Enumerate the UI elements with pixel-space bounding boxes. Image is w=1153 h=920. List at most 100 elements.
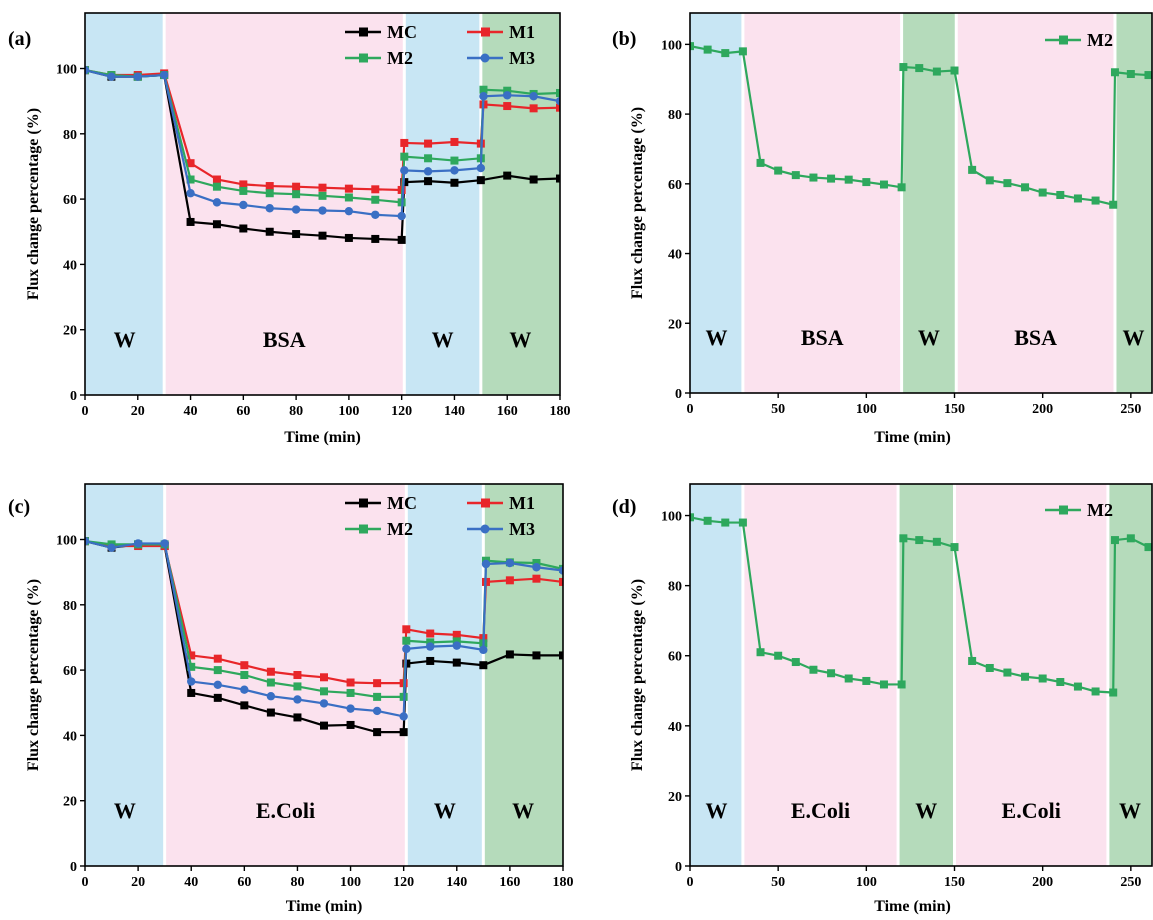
data-point-M2 — [985, 176, 994, 185]
data-point-MC — [399, 728, 408, 737]
y-tick-label: 20 — [63, 795, 77, 810]
data-point-M2 — [1144, 71, 1153, 80]
panel-label: (a) — [8, 28, 31, 50]
x-tick-label: 20 — [131, 875, 145, 890]
legend-marker-M2 — [359, 524, 368, 534]
legend-marker-MC — [359, 498, 368, 508]
region-foulant-3 — [954, 484, 1108, 866]
data-point-M2 — [532, 559, 541, 568]
x-tick-label: 20 — [131, 404, 145, 419]
legend: M2 — [1045, 500, 1113, 520]
data-point-M2 — [240, 671, 249, 679]
data-point-M2 — [915, 536, 924, 545]
data-point-M1 — [373, 679, 382, 688]
x-tick-label: 100 — [856, 402, 877, 417]
y-tick-label: 0 — [675, 860, 682, 875]
data-point-M2 — [791, 658, 800, 667]
data-point-M2 — [265, 189, 274, 198]
region-foulant-1 — [742, 13, 902, 393]
legend-label-M2: M2 — [1087, 500, 1113, 520]
series-layer — [85, 536, 563, 737]
data-point-MC — [266, 708, 275, 717]
region-water-0 — [690, 13, 743, 393]
data-point-M2 — [899, 534, 908, 543]
legend-label-M2: M2 — [1087, 30, 1113, 50]
data-point-M2 — [690, 513, 694, 522]
panel-d: W E.Coli W E.Coli W 0 50 100 150 200 250 0 20 40 60 80 1… — [612, 483, 1153, 915]
data-point-M2 — [774, 166, 783, 175]
data-point-M3 — [213, 680, 222, 689]
legend-label-M2: M2 — [387, 48, 413, 68]
data-point-M2 — [862, 676, 871, 685]
y-tick-label: 60 — [63, 664, 77, 679]
data-point-M2 — [968, 165, 977, 174]
legend-label-M3: M3 — [509, 48, 535, 68]
data-point-M3 — [481, 559, 491, 569]
panel-b: W BSA W BSA W 0 50 100 150 200 250 0 20 40 60 80 100 Time… — [612, 12, 1153, 446]
region-label: W — [1122, 325, 1144, 350]
y-tick-label: 20 — [63, 324, 77, 339]
x-tick-label: 100 — [338, 404, 359, 419]
data-point-M1 — [318, 183, 327, 192]
region-foulant-1 — [742, 484, 899, 866]
x-tick-label: 250 — [1120, 875, 1141, 890]
data-point-M3 — [85, 65, 90, 75]
data-point-M2 — [899, 63, 908, 72]
data-point-M3 — [397, 211, 406, 221]
x-tick-label: 60 — [237, 875, 251, 890]
data-point-M3 — [266, 692, 276, 701]
x-tick-label: 60 — [236, 404, 250, 419]
data-point-M2 — [809, 665, 818, 674]
data-point-M2 — [292, 190, 301, 199]
data-point-M1 — [559, 577, 563, 586]
legend: MC M1 M2 M3 — [345, 493, 535, 539]
data-point-M2 — [1021, 672, 1030, 681]
legend-marker-M2 — [359, 53, 368, 63]
data-point-M1 — [346, 678, 355, 687]
data-point-M3 — [265, 204, 274, 213]
panel-a: W BSA W W 0 20 40 60 80 100 120 140 160 180 0 20 40 60 80 1… — [8, 12, 571, 446]
data-point-M3 — [402, 644, 411, 654]
data-point-M2 — [1003, 668, 1012, 677]
region-label: W — [705, 325, 727, 350]
data-point-M3 — [160, 539, 169, 548]
data-point-M2 — [738, 47, 747, 56]
y-tick-label: 40 — [668, 248, 682, 263]
legend-label-M2: M2 — [387, 519, 413, 539]
x-tick-label: 0 — [82, 875, 89, 890]
data-point-M3 — [452, 641, 461, 650]
data-point-M2 — [950, 543, 959, 552]
data-point-M3 — [479, 92, 488, 101]
data-point-M2 — [212, 182, 221, 191]
y-tick-label: 20 — [668, 317, 682, 332]
data-point-M2 — [371, 195, 380, 204]
region-label: W — [114, 798, 136, 823]
x-tick-label: 160 — [499, 875, 520, 890]
data-point-MC — [265, 227, 274, 236]
data-point-MC — [426, 656, 435, 665]
data-point-MC — [320, 721, 328, 730]
data-point-MC — [240, 701, 249, 710]
data-point-M2 — [827, 174, 836, 183]
data-point-M3 — [346, 704, 355, 713]
region-label: E.Coli — [256, 798, 315, 823]
y-tick-label: 60 — [668, 650, 682, 665]
background-regions — [690, 484, 1152, 866]
y-tick-label: 100 — [56, 63, 77, 78]
data-point-M2 — [479, 85, 488, 94]
x-tick-label: 50 — [771, 875, 785, 890]
data-point-M2 — [932, 67, 941, 76]
data-point-M3 — [319, 699, 329, 708]
data-point-M3 — [450, 166, 459, 175]
y-tick-label: 40 — [63, 729, 77, 744]
data-point-MC — [371, 234, 380, 243]
data-point-MC — [186, 217, 195, 226]
x-tick-label: 160 — [497, 404, 518, 419]
data-point-M2 — [756, 648, 765, 657]
y-tick-label: 40 — [63, 258, 77, 273]
data-point-M2 — [774, 651, 783, 660]
data-point-M2 — [1144, 543, 1153, 552]
data-point-M2 — [1056, 190, 1065, 199]
data-point-M1 — [450, 137, 459, 146]
region-label: E.Coli — [1002, 798, 1061, 823]
